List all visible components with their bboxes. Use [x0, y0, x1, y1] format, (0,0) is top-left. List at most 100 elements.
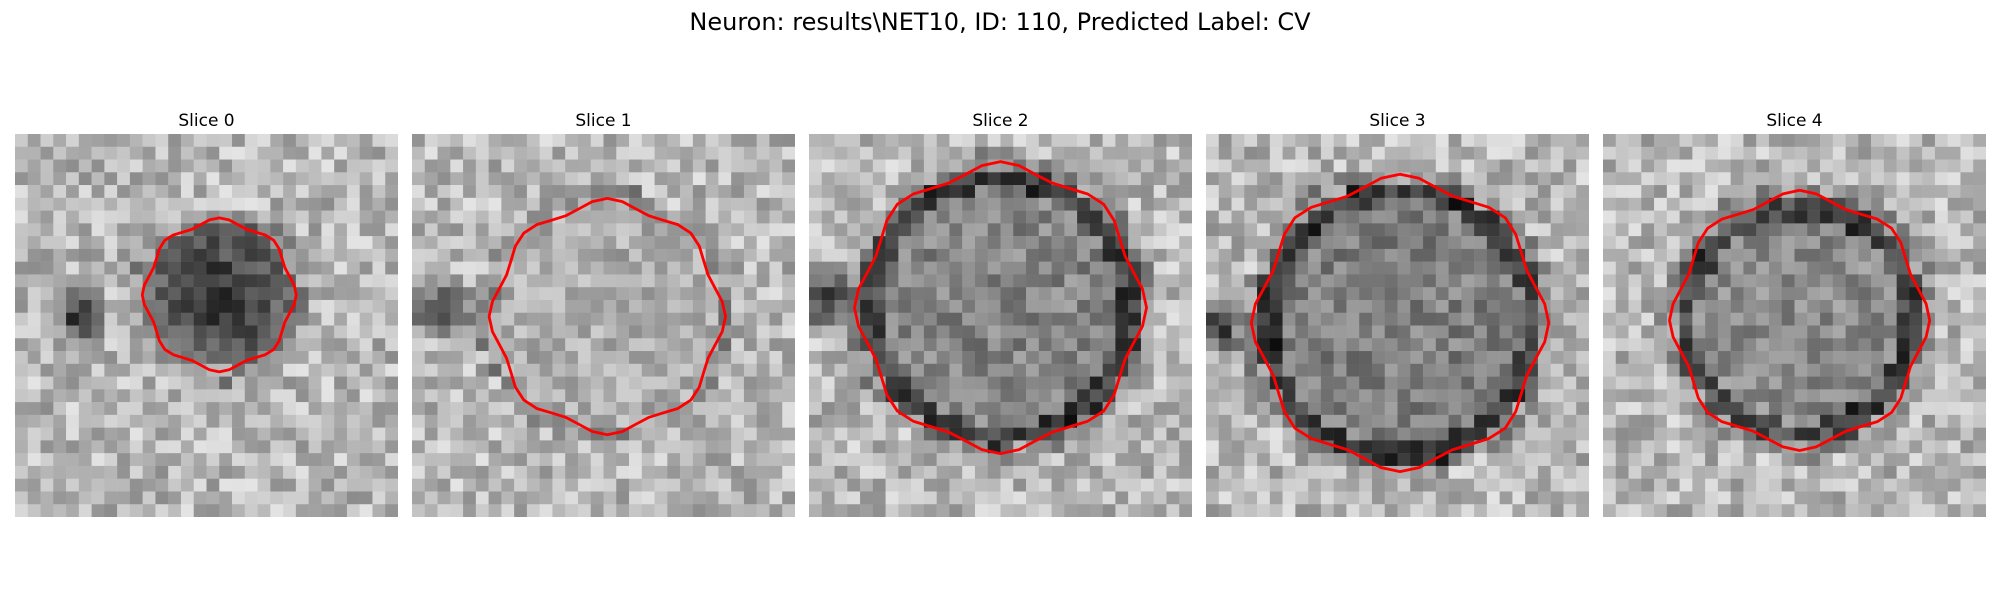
image-pixel: [1576, 274, 1589, 288]
image-pixel: [15, 134, 29, 148]
image-pixel: [1499, 465, 1513, 479]
image-pixel: [463, 287, 477, 301]
image-pixel: [1474, 414, 1488, 428]
image-pixel: [1282, 274, 1296, 288]
image-pixel: [1550, 414, 1564, 428]
image-pixel: [424, 414, 438, 428]
image-pixel: [27, 402, 41, 416]
image-pixel: [1231, 389, 1245, 403]
image-pixel: [1026, 223, 1040, 237]
image-pixel: [782, 223, 795, 237]
image-pixel: [40, 427, 54, 441]
image-pixel: [1140, 504, 1154, 517]
image-pixel: [1282, 363, 1296, 377]
image-pixel: [1461, 363, 1475, 377]
image-pixel: [1743, 261, 1757, 275]
image-pixel: [1448, 414, 1462, 428]
image-pixel: [1295, 159, 1309, 173]
image-pixel: [15, 338, 29, 352]
image-pixel: [1512, 363, 1526, 377]
image-pixel: [232, 299, 246, 313]
image-pixel: [923, 504, 937, 517]
image-pixel: [117, 376, 131, 390]
image-pixel: [1768, 146, 1782, 160]
image-pixel: [718, 376, 732, 390]
image-pixel: [1077, 261, 1091, 275]
image-pixel: [743, 236, 757, 250]
image-pixel: [1909, 478, 1923, 492]
image-pixel: [654, 414, 668, 428]
image-pixel: [1179, 287, 1192, 301]
image-pixel: [1128, 185, 1142, 199]
image-pixel: [129, 402, 143, 416]
image-pixel: [1679, 197, 1693, 211]
image-pixel: [1717, 325, 1731, 339]
image-pixel: [923, 363, 937, 377]
image-pixel: [962, 236, 976, 250]
image-pixel: [936, 504, 950, 517]
image-pixel: [962, 210, 976, 224]
image-pixel: [514, 159, 528, 173]
image-pixel: [295, 197, 309, 211]
image-pixel: [257, 312, 271, 326]
image-pixel: [962, 274, 976, 288]
image-pixel: [40, 453, 54, 467]
image-pixel: [1206, 274, 1220, 288]
image-pixel: [782, 185, 795, 199]
image-pixel: [756, 223, 770, 237]
image-pixel: [987, 261, 1001, 275]
image-pixel: [1679, 376, 1693, 390]
image-pixel: [450, 223, 464, 237]
image-pixel: [718, 210, 732, 224]
image-pixel: [872, 274, 886, 288]
image-pixel: [1654, 478, 1668, 492]
image-pixel: [552, 287, 566, 301]
image-pixel: [577, 223, 591, 237]
image-pixel: [346, 363, 360, 377]
image-pixel: [1153, 236, 1167, 250]
image-pixel: [321, 351, 335, 365]
image-pixel: [641, 478, 655, 492]
image-pixel: [359, 453, 373, 467]
image-pixel: [180, 312, 194, 326]
image-pixel: [1768, 453, 1782, 467]
image-pixel: [1896, 146, 1910, 160]
image-pixel: [987, 363, 1001, 377]
image-pixel: [860, 287, 874, 301]
image-pixel: [334, 389, 348, 403]
image-pixel: [1244, 236, 1258, 250]
image-pixel: [27, 338, 41, 352]
image-pixel: [1038, 134, 1052, 148]
image-pixel: [731, 453, 745, 467]
image-pixel: [104, 197, 118, 211]
image-pixel: [1756, 491, 1770, 505]
image-pixel: [654, 287, 668, 301]
image-pixel: [206, 299, 220, 313]
image-pixel: [257, 248, 271, 262]
image-pixel: [385, 261, 398, 275]
image-pixel: [488, 363, 502, 377]
image-pixel: [1231, 134, 1245, 148]
image-pixel: [769, 248, 783, 262]
image-pixel: [847, 261, 861, 275]
image-pixel: [91, 363, 105, 377]
image-pixel: [1257, 146, 1271, 160]
image-pixel: [295, 440, 309, 454]
image-pixel: [295, 491, 309, 505]
image-pixel: [1000, 312, 1014, 326]
image-pixel: [1038, 223, 1052, 237]
image-pixel: [232, 491, 246, 505]
image-pixel: [962, 376, 976, 390]
image-pixel: [168, 325, 182, 339]
image-pixel: [1550, 465, 1564, 479]
image-pixel: [1115, 197, 1129, 211]
image-pixel: [705, 465, 719, 479]
image-pixel: [987, 465, 1001, 479]
image-pixel: [1486, 453, 1500, 467]
image-pixel: [1359, 172, 1373, 186]
image-pixel: [53, 248, 67, 262]
image-pixel: [911, 223, 925, 237]
image-pixel: [1320, 325, 1334, 339]
image-pixel: [616, 248, 630, 262]
image-pixel: [936, 325, 950, 339]
